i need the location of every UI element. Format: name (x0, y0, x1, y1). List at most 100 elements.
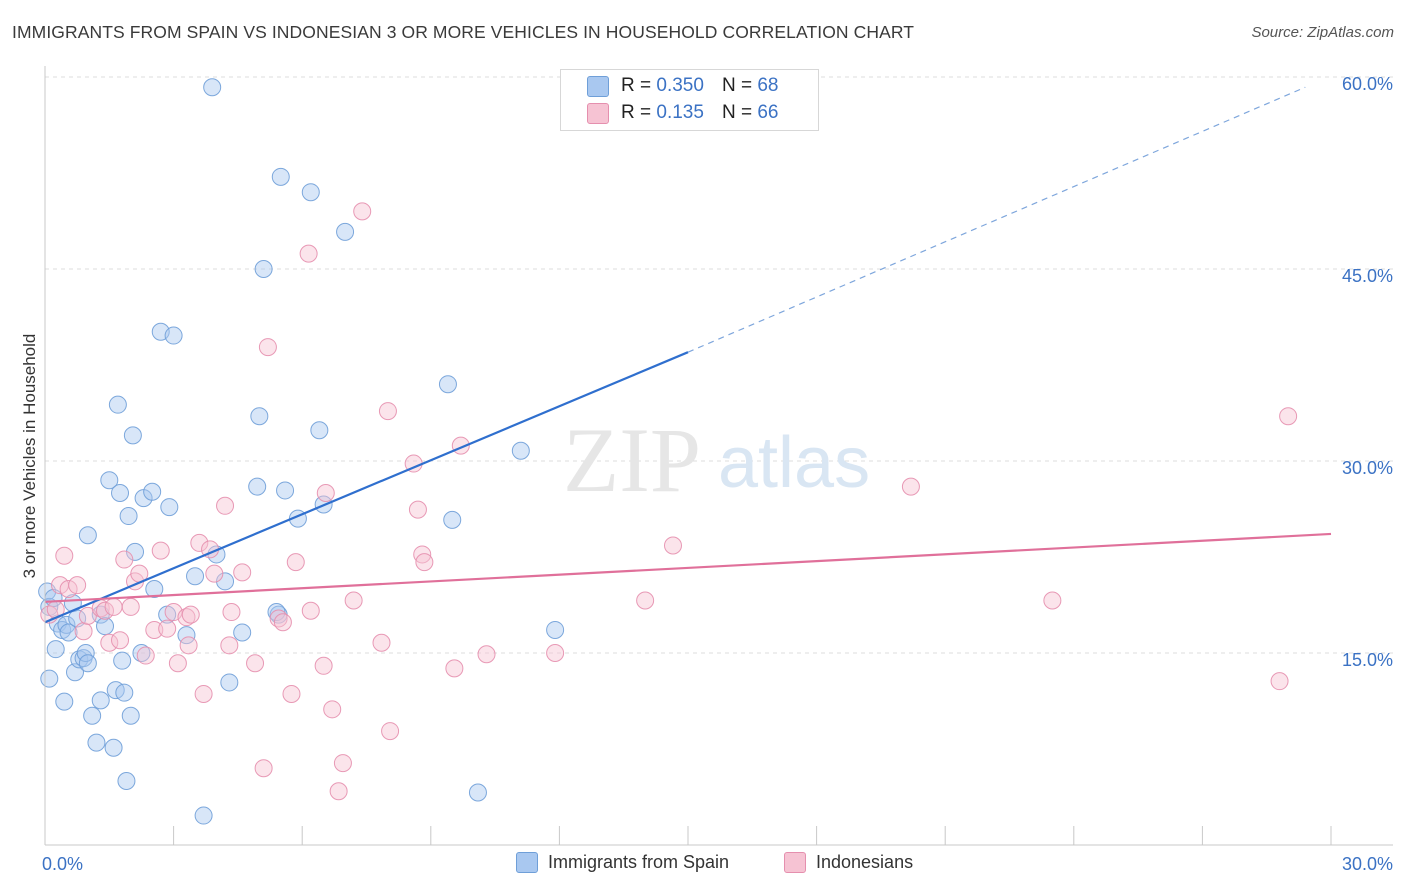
indonesian-point (246, 654, 265, 673)
spain-point (113, 651, 132, 670)
spain-point (83, 706, 102, 725)
legend-r-value: 0.135 (656, 102, 704, 123)
indonesian-point (68, 576, 87, 595)
y-tick-label: 15.0% (1342, 650, 1393, 670)
spain-point (164, 326, 183, 345)
indonesian-point (100, 633, 119, 652)
indonesian-point (55, 546, 74, 565)
spain-point (250, 407, 269, 426)
legend-r-label: R = (621, 102, 652, 123)
spain-point (511, 441, 530, 460)
indonesian-point (301, 601, 320, 620)
spain-point (40, 669, 59, 688)
indonesian-point (1043, 591, 1062, 610)
spain-point (87, 733, 106, 752)
indonesian-point (1270, 672, 1289, 691)
x-tick-label-max: 30.0% (1342, 854, 1393, 874)
indonesian-point (372, 633, 391, 652)
spain-trend-extension (687, 86, 1306, 353)
legend-n-value: 66 (757, 102, 779, 123)
spain-point (104, 738, 123, 757)
spain-point (267, 603, 286, 622)
spain-point (111, 484, 130, 502)
indonesian-point (663, 536, 682, 555)
spain-point (160, 498, 179, 517)
legend-swatch-spain (587, 75, 609, 97)
spain-point (78, 654, 97, 673)
indonesian-point (273, 613, 292, 632)
correlation-legend: R = 0.350 N = 68 R = 0.135 N = 66 (560, 69, 819, 131)
spain-point (123, 426, 142, 445)
indonesian-point (104, 597, 123, 616)
watermark-zip: ZIP (563, 409, 701, 511)
indonesian-point (282, 684, 301, 703)
spain-point (96, 617, 115, 636)
source-label: Source: ZipAtlas.com (1251, 24, 1394, 41)
legend-n-label: N = (721, 75, 753, 96)
spain-point (438, 375, 457, 394)
legend-item-indonesians: Indonesians (784, 852, 913, 873)
legend-r-label: R = (621, 75, 652, 96)
grid-layer (45, 76, 1393, 654)
spain-point (248, 477, 267, 496)
legend-label-indonesians: Indonesians (816, 852, 914, 872)
indonesian-point (901, 477, 920, 496)
spain-point (115, 683, 134, 702)
spain-point (91, 691, 110, 710)
spain-point (276, 481, 295, 500)
indonesian-point (299, 244, 318, 263)
indonesian-point (445, 659, 464, 678)
legend-item-spain: Immigrants from Spain (516, 852, 729, 873)
indonesian-point (121, 597, 140, 616)
trend-layer (44, 86, 1332, 624)
indonesian-point (316, 484, 335, 502)
indonesian-point (314, 656, 333, 675)
spain-point (55, 692, 74, 711)
indonesian-point (59, 580, 78, 598)
spain-point (216, 572, 235, 591)
spain-point (121, 706, 140, 725)
indonesian-point (205, 564, 224, 583)
legend-row-indonesians: R = 0.135 N = 66 (587, 101, 778, 125)
spain-point (194, 806, 213, 825)
indonesian-point (344, 591, 363, 610)
spain-point (301, 183, 320, 202)
indonesian-point (233, 563, 252, 582)
watermark: ZIP atlas (563, 409, 870, 511)
spain-point (220, 673, 239, 692)
legend-swatch-indonesians (784, 852, 806, 873)
indonesian-point (254, 759, 273, 778)
spain-point (336, 222, 355, 241)
indonesian-point (323, 700, 342, 719)
legend-swatch-indonesians (587, 102, 609, 124)
indonesian-point (329, 782, 348, 801)
indonesian-point (179, 636, 198, 655)
indonesian-point (158, 619, 177, 638)
spain-point (203, 78, 222, 97)
spain-point (546, 620, 565, 639)
spain-point (119, 507, 138, 526)
legend-row-spain: R = 0.350 N = 68 (587, 74, 778, 98)
spain-point (186, 567, 205, 586)
chart-title: IMMIGRANTS FROM SPAIN VS INDONESIAN 3 OR… (12, 22, 915, 42)
indonesian-point (286, 553, 305, 572)
legend-n-value: 68 (757, 75, 779, 96)
y-tick-label: 60.0% (1342, 74, 1393, 94)
indonesian-point (220, 636, 239, 655)
indonesian-point (136, 646, 155, 665)
legend-n-label: N = (721, 102, 753, 123)
indonesian-point (477, 645, 496, 664)
spain-point (100, 471, 119, 490)
spain-point (143, 482, 162, 501)
spain-point (126, 542, 145, 561)
spain-point (468, 783, 487, 802)
legend-r-value: 0.350 (656, 75, 704, 96)
indonesian-point (1279, 407, 1298, 426)
spain-point (271, 167, 290, 186)
indonesian-point (415, 553, 434, 572)
indonesian-point (194, 684, 213, 703)
axis-layer: 15.0% 30.0% 45.0% 60.0% 0.0% 30.0% (42, 66, 1393, 874)
spain-point (310, 421, 329, 440)
legend-swatch-spain (516, 852, 538, 873)
